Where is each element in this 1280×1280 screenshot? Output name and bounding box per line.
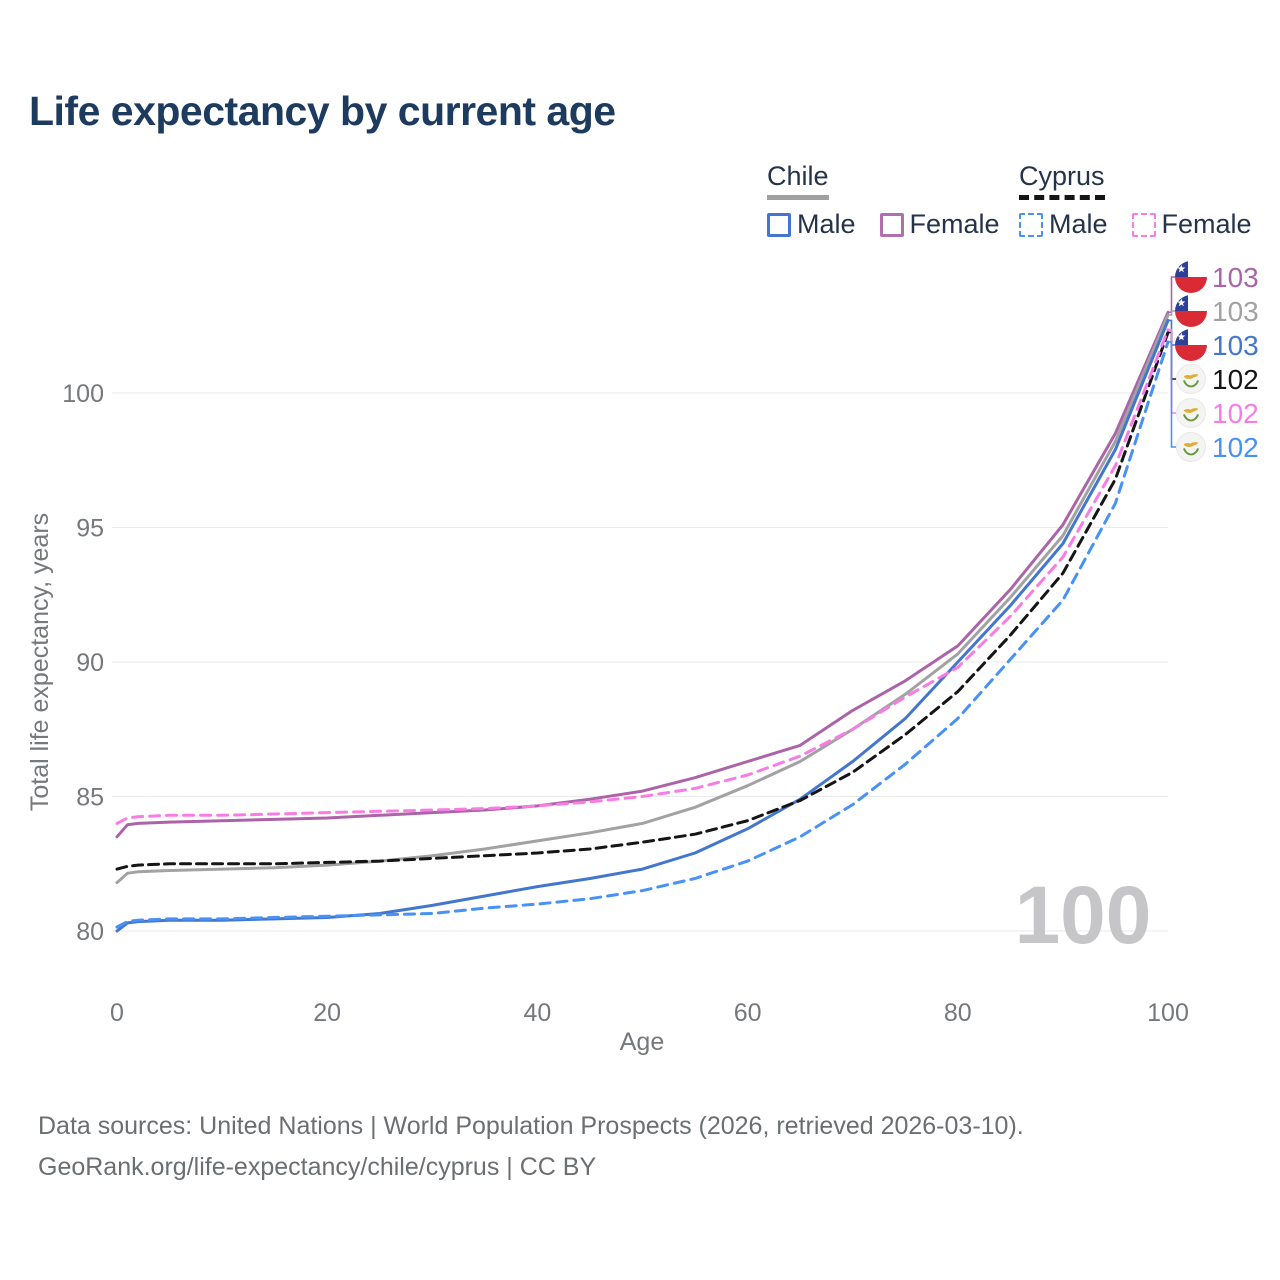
cyprus-flag-icon xyxy=(1175,397,1207,429)
y-tick-label: 100 xyxy=(62,380,104,408)
legend-item-chile-male[interactable]: Male xyxy=(767,209,856,240)
x-tick-label: 40 xyxy=(523,999,551,1027)
legend-swatch-chile-female xyxy=(879,212,904,237)
legend-item-chile-female[interactable]: Female xyxy=(879,209,1000,240)
legend-swatch-chile-male xyxy=(767,212,791,237)
end-label-connector xyxy=(1168,276,1176,314)
series-cyprus-male[interactable] xyxy=(115,340,1170,929)
end-label-connector xyxy=(1168,310,1176,316)
legend-group-chile: Chile Male Female xyxy=(767,161,1024,240)
series-end-value: 103 xyxy=(1212,296,1259,327)
series-cyprus-total[interactable] xyxy=(115,331,1170,871)
legend-item-label: Male xyxy=(1049,209,1108,239)
legend-group-cyprus: Cyprus Male Female xyxy=(1019,161,1276,240)
series-chile-total[interactable] xyxy=(115,313,1170,885)
x-tick-label: 100 xyxy=(1147,999,1189,1027)
end-label-connector xyxy=(1168,341,1176,448)
chile-flag-icon xyxy=(1175,295,1207,327)
x-tick-label: 60 xyxy=(734,999,762,1027)
series-cyprus-female[interactable] xyxy=(115,328,1170,825)
legend-item-cyprus-male[interactable]: Male xyxy=(1019,209,1108,240)
legend-item-label: Male xyxy=(797,209,856,239)
x-tick-label: 20 xyxy=(313,999,341,1027)
y-tick-label: 80 xyxy=(76,918,104,946)
x-tick-label: 0 xyxy=(110,999,124,1027)
series-end-value: 102 xyxy=(1212,364,1259,395)
cyprus-flag-icon xyxy=(1175,363,1207,395)
chile-flag-icon xyxy=(1175,261,1207,293)
y-tick-label: 90 xyxy=(76,649,104,677)
series-chile-male[interactable] xyxy=(115,318,1170,933)
data-sources-line2: GeoRank.org/life-expectancy/chile/cyprus… xyxy=(38,1153,597,1181)
y-tick-label: 85 xyxy=(76,784,104,812)
legend-country-chile: Chile xyxy=(767,161,829,200)
hover-age-watermark: 100 xyxy=(1015,870,1152,961)
legend-swatch-cyprus-male xyxy=(1019,212,1043,237)
legend-swatch-cyprus-female xyxy=(1131,212,1156,237)
data-sources: Data sources: United Nations | World Pop… xyxy=(38,1106,1024,1188)
x-tick-label: 80 xyxy=(944,999,972,1027)
cyprus-flag-icon xyxy=(1175,431,1207,463)
page-title: Life expectancy by current age xyxy=(29,88,616,134)
y-axis-title: Total life expectancy, years xyxy=(26,513,54,811)
y-tick-label: 95 xyxy=(76,515,104,543)
legend-item-label: Female xyxy=(1161,209,1252,239)
series-chile-female[interactable] xyxy=(115,310,1170,839)
x-axis-title: Age xyxy=(620,1028,664,1056)
series-layer xyxy=(115,310,1170,933)
series-end-value: 103 xyxy=(1212,262,1259,293)
chile-flag-icon xyxy=(1175,329,1207,361)
series-end-value: 102 xyxy=(1212,432,1259,463)
data-sources-line1: Data sources: United Nations | World Pop… xyxy=(38,1112,1024,1140)
series-end-value: 103 xyxy=(1212,330,1259,361)
legend-country-cyprus: Cyprus xyxy=(1019,161,1105,200)
grid-layer: 80 85 90 95 100 0 20 40 60 80 100 xyxy=(62,380,1189,1027)
series-end-value: 102 xyxy=(1212,398,1259,429)
legend-item-label: Female xyxy=(909,209,1000,239)
legend-item-cyprus-female[interactable]: Female xyxy=(1131,209,1252,240)
